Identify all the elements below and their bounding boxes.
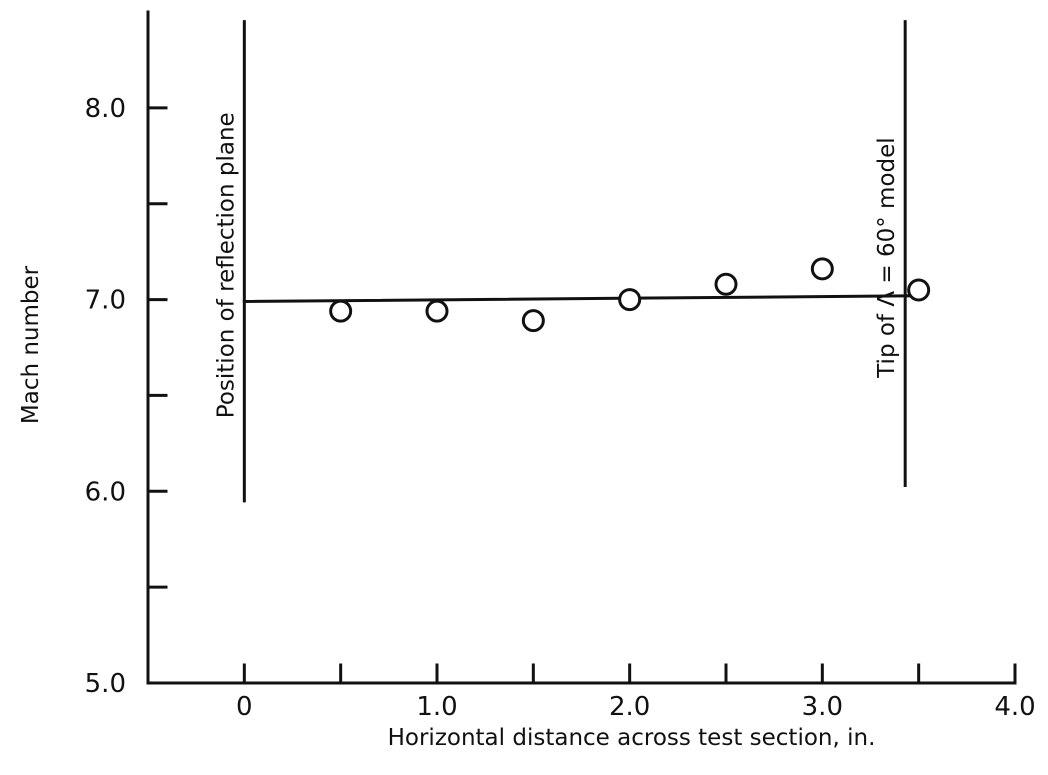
reference-lines: Position of reflection plane Tip of Λ = 6… [213,20,907,503]
data-point [907,278,931,302]
y-tick-label: 8.0 [85,94,126,124]
x-axis-title: Horizontal distance across test section,… [388,725,876,751]
data-point [618,288,642,312]
y-tick-label: 6.0 [85,477,126,507]
y-tick-label: 7.0 [85,286,126,316]
data-point [810,257,834,281]
model-tip-label: Tip of Λ = 60° model [874,137,900,378]
y-axis-title: Mach number [18,265,44,424]
x-tick-label: 0 [236,692,253,722]
reflection-plane-label: Position of reflection plane [213,112,239,418]
data-points [329,257,931,333]
y-tick-label: 5.0 [85,669,126,699]
tick-marks [146,106,1017,685]
data-point [714,272,738,296]
x-tick-label: 2.0 [609,692,650,722]
data-point [425,299,449,323]
tick-labels: 0 1.0 2.0 3.0 4.0 5.0 6.0 7.0 8.0 [85,94,1036,722]
data-point [329,299,353,323]
fairing-line [242,294,921,304]
x-tick-label: 4.0 [994,692,1035,722]
faired-curve [242,294,921,304]
x-tick-label: 3.0 [802,692,843,722]
x-tick-label: 1.0 [416,692,457,722]
data-point [521,309,545,333]
axes [146,10,1017,685]
